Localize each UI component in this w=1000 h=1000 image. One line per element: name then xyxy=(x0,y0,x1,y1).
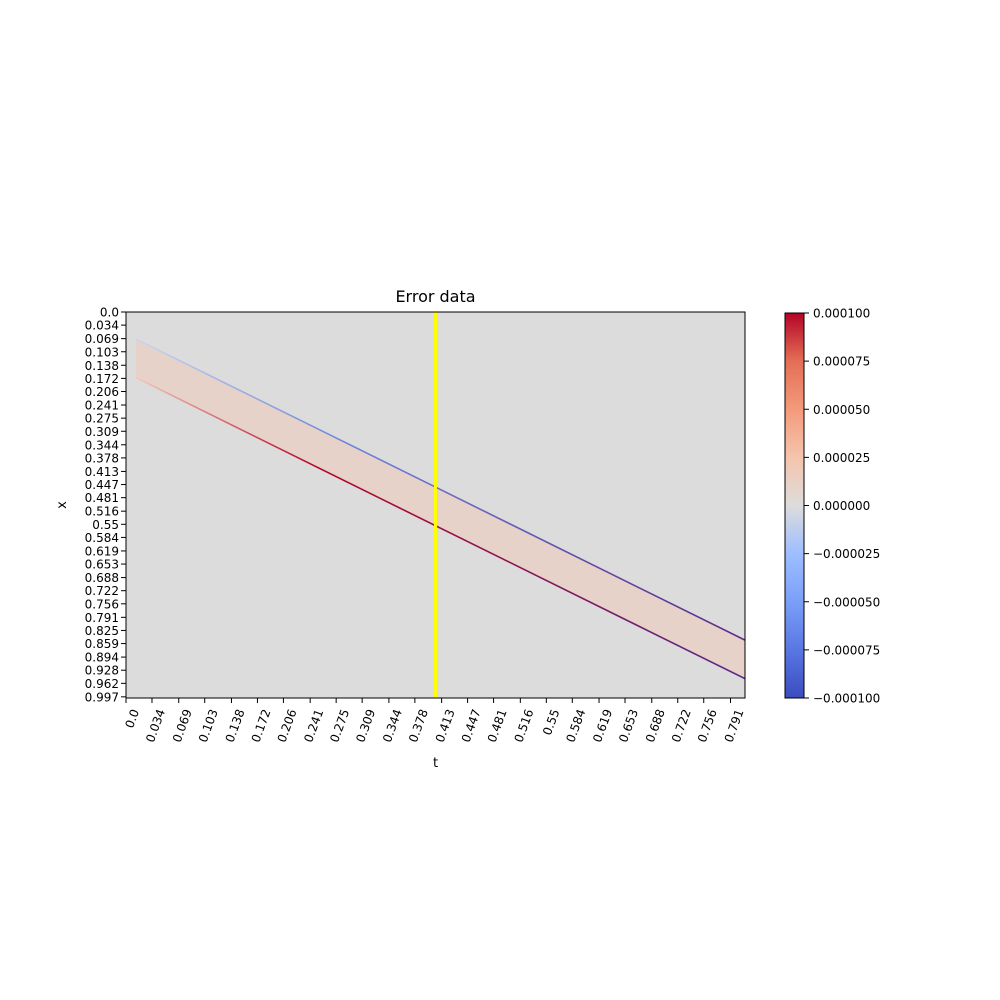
error-band xyxy=(135,339,745,679)
x-tick-label: 0.447 xyxy=(459,707,484,744)
x-tick-label: 0.069 xyxy=(170,707,195,744)
x-tick-label: 0.722 xyxy=(669,707,694,744)
y-axis-label: x xyxy=(55,501,70,509)
colorbar-tick-label: 0.000050 xyxy=(813,403,870,417)
colorbar-tick-label: 0.000025 xyxy=(813,451,870,465)
x-tick-label: 0.172 xyxy=(249,707,274,744)
x-axis-ticks: 0.0 0.034 0.069 0.103 0.138 0.172 0.206 0.241 0.… xyxy=(122,698,747,744)
y-tick-label: 0.378 xyxy=(85,451,119,465)
y-tick-label: 0.825 xyxy=(85,624,119,638)
x-tick-label: 0.688 xyxy=(643,707,668,744)
colorbar-tick-label: 0.000100 xyxy=(813,307,870,321)
x-tick-label: 0.584 xyxy=(563,707,588,744)
y-tick-label: 0.172 xyxy=(85,372,119,386)
colorbar-gradient xyxy=(784,312,805,699)
x-tick-label: 0.516 xyxy=(512,707,537,744)
colorbar-tick-label: −0.000025 xyxy=(813,547,880,561)
x-tick-label: 0.344 xyxy=(380,707,405,744)
y-tick-label: 0.584 xyxy=(85,531,119,545)
colorbar: 0.000100 0.000075 0.000050 0.000025 0.000000… xyxy=(784,307,880,706)
x-tick-label: 0.0 xyxy=(122,707,142,730)
x-tick-label: 0.138 xyxy=(223,707,248,744)
y-tick-label: 0.962 xyxy=(85,677,119,691)
y-tick-label: 0.138 xyxy=(85,359,119,373)
x-tick-label: 0.481 xyxy=(485,707,510,744)
colorbar-tick-label: −0.000075 xyxy=(813,643,880,657)
x-tick-label: 0.55 xyxy=(540,707,562,737)
x-tick-label: 0.413 xyxy=(433,707,458,744)
colorbar-tick-label: 0.000075 xyxy=(813,355,870,369)
y-tick-label: 0.413 xyxy=(85,465,119,479)
y-tick-label: 0.069 xyxy=(85,332,119,346)
y-tick-label: 0.103 xyxy=(85,345,119,359)
x-tick-label: 0.653 xyxy=(616,707,641,744)
x-tick-label: 0.103 xyxy=(196,707,221,744)
y-tick-label: 0.688 xyxy=(85,571,119,585)
colorbar-tick-label: 0.000000 xyxy=(813,499,870,513)
y-tick-label: 0.0 xyxy=(100,306,119,320)
y-tick-label: 0.344 xyxy=(85,438,119,452)
y-tick-label: 0.034 xyxy=(85,319,119,333)
heatmap-plot-area xyxy=(125,311,746,699)
x-tick-label: 0.034 xyxy=(143,707,168,744)
y-tick-label: 0.516 xyxy=(85,505,119,519)
y-tick-label: 0.447 xyxy=(85,478,119,492)
y-tick-label: 0.756 xyxy=(85,597,119,611)
x-tick-label: 0.619 xyxy=(590,707,615,744)
y-tick-label: 0.206 xyxy=(85,385,119,399)
x-axis-label: t xyxy=(433,756,438,771)
y-tick-label: 0.791 xyxy=(85,611,119,625)
x-tick-label: 0.791 xyxy=(722,707,747,744)
chart-title: Error data xyxy=(395,287,475,306)
positive-error-front-line xyxy=(135,376,745,680)
y-tick-label: 0.241 xyxy=(85,399,119,413)
colorbar-tick-label: −0.000050 xyxy=(813,595,880,609)
y-tick-label: 0.619 xyxy=(85,544,119,558)
x-tick-label: 0.756 xyxy=(695,707,720,744)
x-tick-label: 0.206 xyxy=(275,707,300,744)
y-tick-label: 0.722 xyxy=(85,584,119,598)
colorbar-tick-label: −0.000100 xyxy=(813,692,880,706)
y-tick-label: 0.997 xyxy=(85,690,119,704)
y-tick-label: 0.894 xyxy=(85,651,119,665)
y-tick-label: 0.481 xyxy=(85,491,119,505)
x-tick-label: 0.241 xyxy=(301,707,326,744)
x-tick-label: 0.378 xyxy=(406,707,431,744)
y-tick-label: 0.859 xyxy=(85,637,119,651)
x-tick-label: 0.309 xyxy=(353,707,378,744)
plot-frame xyxy=(125,311,746,699)
y-tick-label: 0.653 xyxy=(85,558,119,572)
colorbar-ticks: 0.000100 0.000075 0.000050 0.000025 0.000000… xyxy=(804,307,880,706)
y-tick-label: 0.928 xyxy=(85,664,119,678)
negative-error-front-line xyxy=(135,338,745,641)
y-tick-label: 0.55 xyxy=(92,518,119,532)
y-tick-label: 0.275 xyxy=(85,412,119,426)
x-tick-label: 0.275 xyxy=(327,707,352,744)
y-tick-label: 0.309 xyxy=(85,425,119,439)
y-axis-ticks: 0.00.0340.0690.1030.1380.1720.2060.2410.… xyxy=(85,306,126,704)
